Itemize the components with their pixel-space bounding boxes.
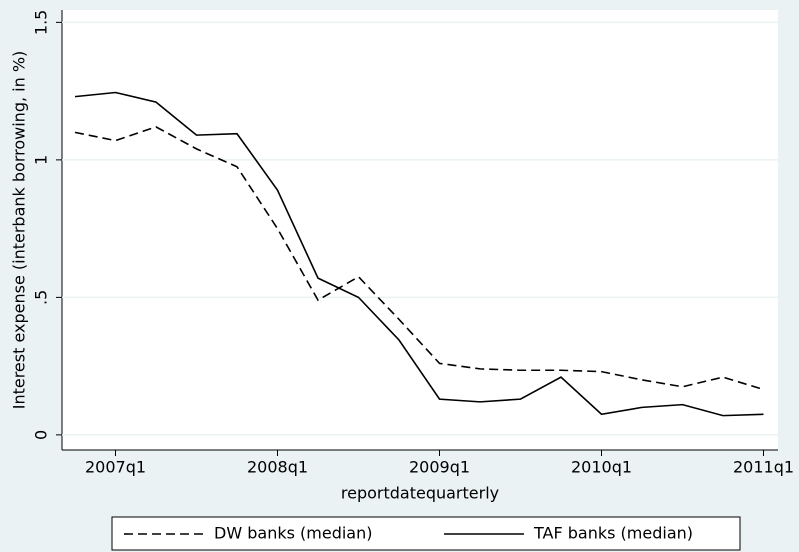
y-tick-label: 0 xyxy=(32,430,51,440)
x-axis-title: reportdatequarterly xyxy=(341,484,499,503)
y-tick-label: 1 xyxy=(32,155,51,165)
y-axis-title: Interest expense (interbank borrowing, i… xyxy=(10,51,29,410)
x-tick-label: 2011q1 xyxy=(733,458,794,477)
legend-label: TAF banks (median) xyxy=(533,524,693,543)
legend xyxy=(111,516,741,551)
y-tick-label: 1.5 xyxy=(32,10,51,35)
y-tick-label: .5 xyxy=(32,290,51,305)
x-tick-label: 2010q1 xyxy=(571,458,632,477)
line-series xyxy=(74,126,764,391)
line-series xyxy=(74,91,764,417)
x-tick-label: 2008q1 xyxy=(247,458,308,477)
plot-area xyxy=(62,10,778,450)
x-tick-label: 2009q1 xyxy=(409,458,470,477)
x-tick-label: 2007q1 xyxy=(85,458,146,477)
legend-label: DW banks (median) xyxy=(214,524,372,543)
